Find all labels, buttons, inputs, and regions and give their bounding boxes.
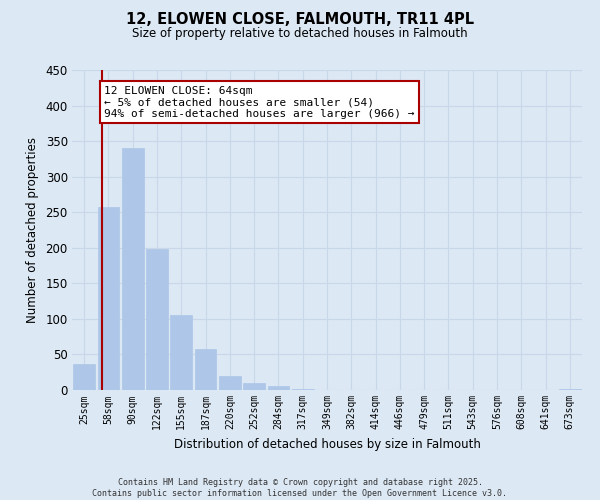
Bar	[97, 207, 119, 390]
Text: Size of property relative to detached houses in Falmouth: Size of property relative to detached ho…	[132, 28, 468, 40]
X-axis label: Distribution of detached houses by size in Falmouth: Distribution of detached houses by size …	[173, 438, 481, 451]
Bar	[146, 249, 168, 390]
Y-axis label: Number of detached properties: Number of detached properties	[26, 137, 38, 323]
Bar	[243, 383, 265, 390]
Bar	[170, 316, 192, 390]
Bar	[194, 350, 217, 390]
Text: Contains HM Land Registry data © Crown copyright and database right 2025.
Contai: Contains HM Land Registry data © Crown c…	[92, 478, 508, 498]
Bar	[219, 376, 241, 390]
Text: 12, ELOWEN CLOSE, FALMOUTH, TR11 4PL: 12, ELOWEN CLOSE, FALMOUTH, TR11 4PL	[126, 12, 474, 28]
Bar	[122, 148, 143, 390]
Text: 12 ELOWEN CLOSE: 64sqm
← 5% of detached houses are smaller (54)
94% of semi-deta: 12 ELOWEN CLOSE: 64sqm ← 5% of detached …	[104, 86, 415, 119]
Bar	[73, 364, 95, 390]
Bar	[268, 386, 289, 390]
